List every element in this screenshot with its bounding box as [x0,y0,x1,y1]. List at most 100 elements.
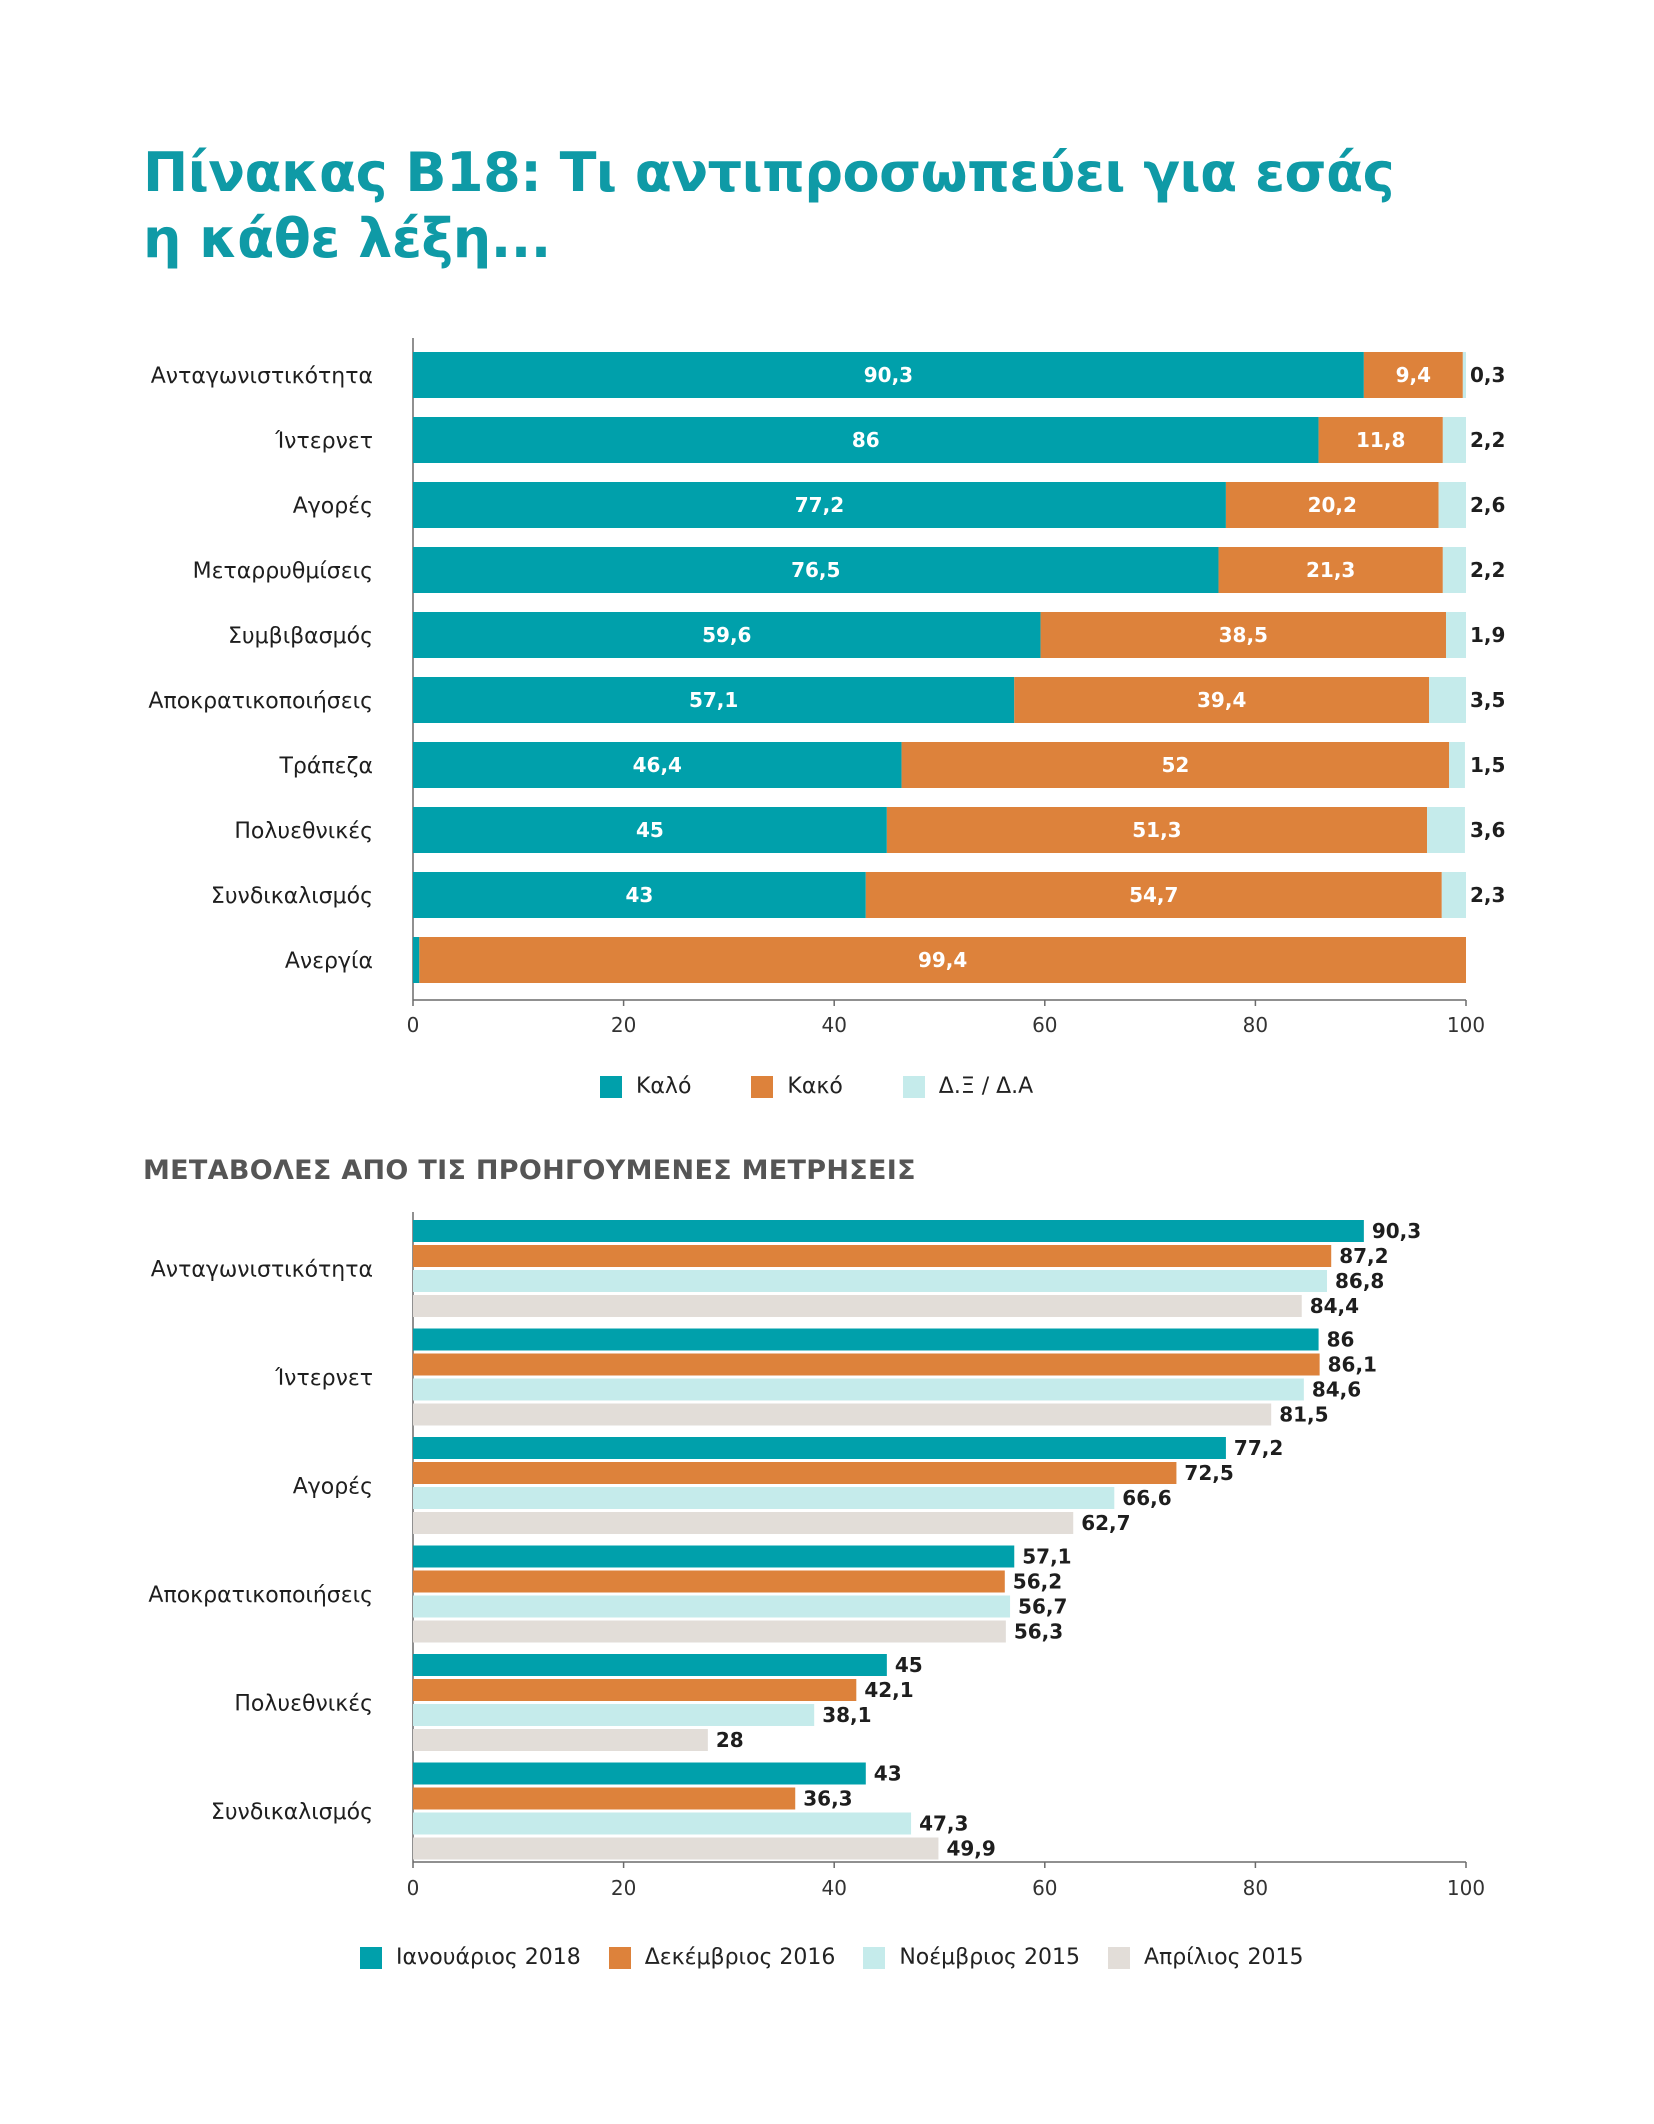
chart2-category-label: Συνδικαλισμός [211,1800,373,1825]
chart1-data-label: 51,3 [1132,818,1181,842]
page-title: Πίνακας Β18: Τι αντιπροσωπεύει για εσάς … [143,140,1395,272]
chart2-legend-item: Νοέμβριος 2015 [863,1945,1080,1970]
chart2-x-tick-label: 80 [1243,1876,1268,1900]
chart2-x-tick-label: 40 [821,1876,846,1900]
chart1-data-label: 77,2 [795,493,844,517]
chart2-bar-απρίλιος-2015 [413,1620,1006,1643]
chart2-data-label: 38,1 [822,1703,871,1727]
chart2-data-label: 86,8 [1335,1269,1384,1293]
chart2-data-label: 36,3 [803,1787,852,1811]
chart2-bar-νοέμβριος-2015 [413,1704,815,1726]
chart1-data-label: 0,3 [1470,363,1505,387]
chart2-bar-δεκέμβριος-2016 [413,1679,857,1701]
chart1-legend: Καλό Κακό Δ.Ξ / Δ.Α [600,1074,1093,1099]
chart2-bar-απρίλιος-2015 [413,1512,1074,1534]
chart2-data-label: 45 [895,1653,923,1677]
chart1-bar-καλό [413,742,902,788]
chart2-legend-label: Απρίλιος 2015 [1143,1945,1304,1970]
chart1-bar-κακό [865,872,1442,918]
chart1-data-label: 46,4 [633,753,682,777]
chart1-bar-καλό [413,417,1319,463]
chart2-bar-ιανουάριος-2018 [413,1545,1015,1568]
chart2-data-label: 84,4 [1310,1294,1359,1318]
chart2-bar-δεκέμβριος-2016 [413,1787,796,1810]
chart2-bar-δεκέμβριος-2016 [413,1245,1332,1267]
chart1-x-tick-label: 80 [1243,1013,1268,1037]
chart2-x-tick-label: 100 [1447,1876,1485,1900]
chart1-data-label: 38,5 [1219,623,1268,647]
chart2-data-label: 56,2 [1013,1570,1062,1594]
chart2-data-label: 66,6 [1122,1486,1171,1510]
chart2-legend-item: Δεκέμβριος 2016 [608,1945,835,1970]
chart1-data-label: 2,2 [1470,428,1505,452]
chart1-data-label: 1,5 [1470,753,1505,777]
chart2-legend-item: Απρίλιος 2015 [1107,1945,1304,1970]
chart2-data-label: 84,6 [1312,1378,1361,1402]
chart2-legend-label: Ιανουάριος 2018 [396,1945,581,1970]
chart1-bar-δ-ξ-δ-α [1442,547,1466,593]
grouped-bar-chart: 0 20 40 60 80 100Ανταγωνιστικότητα90,387,286,… [148,1212,1485,1900]
chart2-bar-απρίλιος-2015 [413,1295,1302,1317]
chart2-data-label: 56,7 [1018,1595,1067,1619]
chart1-bar-δ-ξ-δ-α [1445,612,1466,658]
chart1-data-label: 52 [1161,753,1189,777]
chart1-data-label: 76,5 [791,558,840,582]
chart2-x-tick-label: 20 [611,1876,636,1900]
chart1-x-tick-label: 0 [407,1013,420,1037]
chart2-bar-νοέμβριος-2015 [413,1378,1304,1401]
chart1-bar-δ-ξ-δ-α [1449,742,1465,788]
chart2-category-label: Πολυεθνικές [234,1692,373,1717]
chart1-category-label: Ίντερνετ [274,429,373,454]
chart2-legend-swatch [1107,1946,1130,1969]
chart1-bar-δ-ξ-δ-α [1442,417,1466,463]
chart2-data-label: 47,3 [919,1812,968,1836]
chart1-data-label: 43 [625,883,653,907]
chart1-data-label: 2,6 [1470,493,1505,517]
chart2-data-label: 57,1 [1022,1545,1071,1569]
chart1-data-label: 99,4 [918,948,967,972]
chart2-data-label: 72,5 [1184,1461,1233,1485]
chart1-category-label: Πολυεθνικές [234,819,373,844]
chart2-bar-απρίλιος-2015 [413,1837,939,1860]
chart1-data-label: 39,4 [1197,688,1246,712]
chart1-data-label: 20,2 [1308,493,1357,517]
chart1-data-label: 54,7 [1129,883,1178,907]
chart2-data-label: 87,2 [1339,1244,1388,1268]
stacked-bar-chart: 0 20 40 60 80 100 Ανταγωνιστικότητα 90,3 9,4 0,3 Ί… [148,338,1505,1037]
chart2-data-label: 28 [716,1728,744,1752]
chart2-bar-απρίλιος-2015 [413,1729,708,1751]
chart1-x-tick-label: 100 [1447,1013,1485,1037]
chart1-category-label: Ανταγωνιστικότητα [151,364,373,389]
chart1-bar-καλό [413,612,1041,658]
chart1-bar-καλό [413,482,1226,528]
chart2-data-label: 90,3 [1372,1219,1421,1243]
chart1-data-label: 11,8 [1356,428,1405,452]
chart2-bar-νοέμβριος-2015 [413,1595,1011,1618]
chart1-x-tick-label: 20 [611,1013,636,1037]
chart1-bar-κακό [1225,482,1439,528]
chart1-category-label: Μεταρρυθμίσεις [193,559,373,584]
chart1-bar-δ-ξ-δ-α [1438,482,1466,528]
chart1-data-label: 57,1 [689,688,738,712]
chart1-x-tick-label: 60 [1032,1013,1057,1037]
chart2-legend-label: Νοέμβριος 2015 [899,1945,1080,1970]
chart2-data-label: 43 [874,1762,902,1786]
chart1-legend-swatch [600,1075,622,1098]
chart1-bar-δ-ξ-δ-α [1429,677,1466,723]
chart2-bar-δεκέμβριος-2016 [413,1353,1320,1376]
chart1-legend-label: Καλό [636,1074,692,1099]
chart1-data-label: 3,5 [1470,688,1505,712]
chart2-data-label: 77,2 [1234,1436,1283,1460]
section-subtitle: ΜΕΤΑΒΟΛΕΣ ΑΠΟ ΤΙΣ ΠΡΟΗΓΟΥΜΕΝΕΣ ΜΕΤΡΗΣΕΙΣ [143,1155,916,1186]
chart2-bar-απρίλιος-2015 [413,1403,1272,1426]
chart1-category-label: Συμβιβασμός [228,624,373,649]
chart1-data-label: 1,9 [1470,623,1505,647]
chart2-bar-ιανουάριος-2018 [413,1220,1364,1242]
chart2-legend-swatch [863,1946,886,1969]
chart2-data-label: 42,1 [864,1678,913,1702]
chart1-category-label: Τράπεζα [278,754,373,779]
chart1-bar-καλό [413,677,1015,723]
chart1-data-label: 45 [636,818,664,842]
title-line-1: Πίνακας Β18: Τι αντιπροσωπεύει για εσάς [143,141,1395,204]
chart1-bar-καλό [413,937,420,983]
